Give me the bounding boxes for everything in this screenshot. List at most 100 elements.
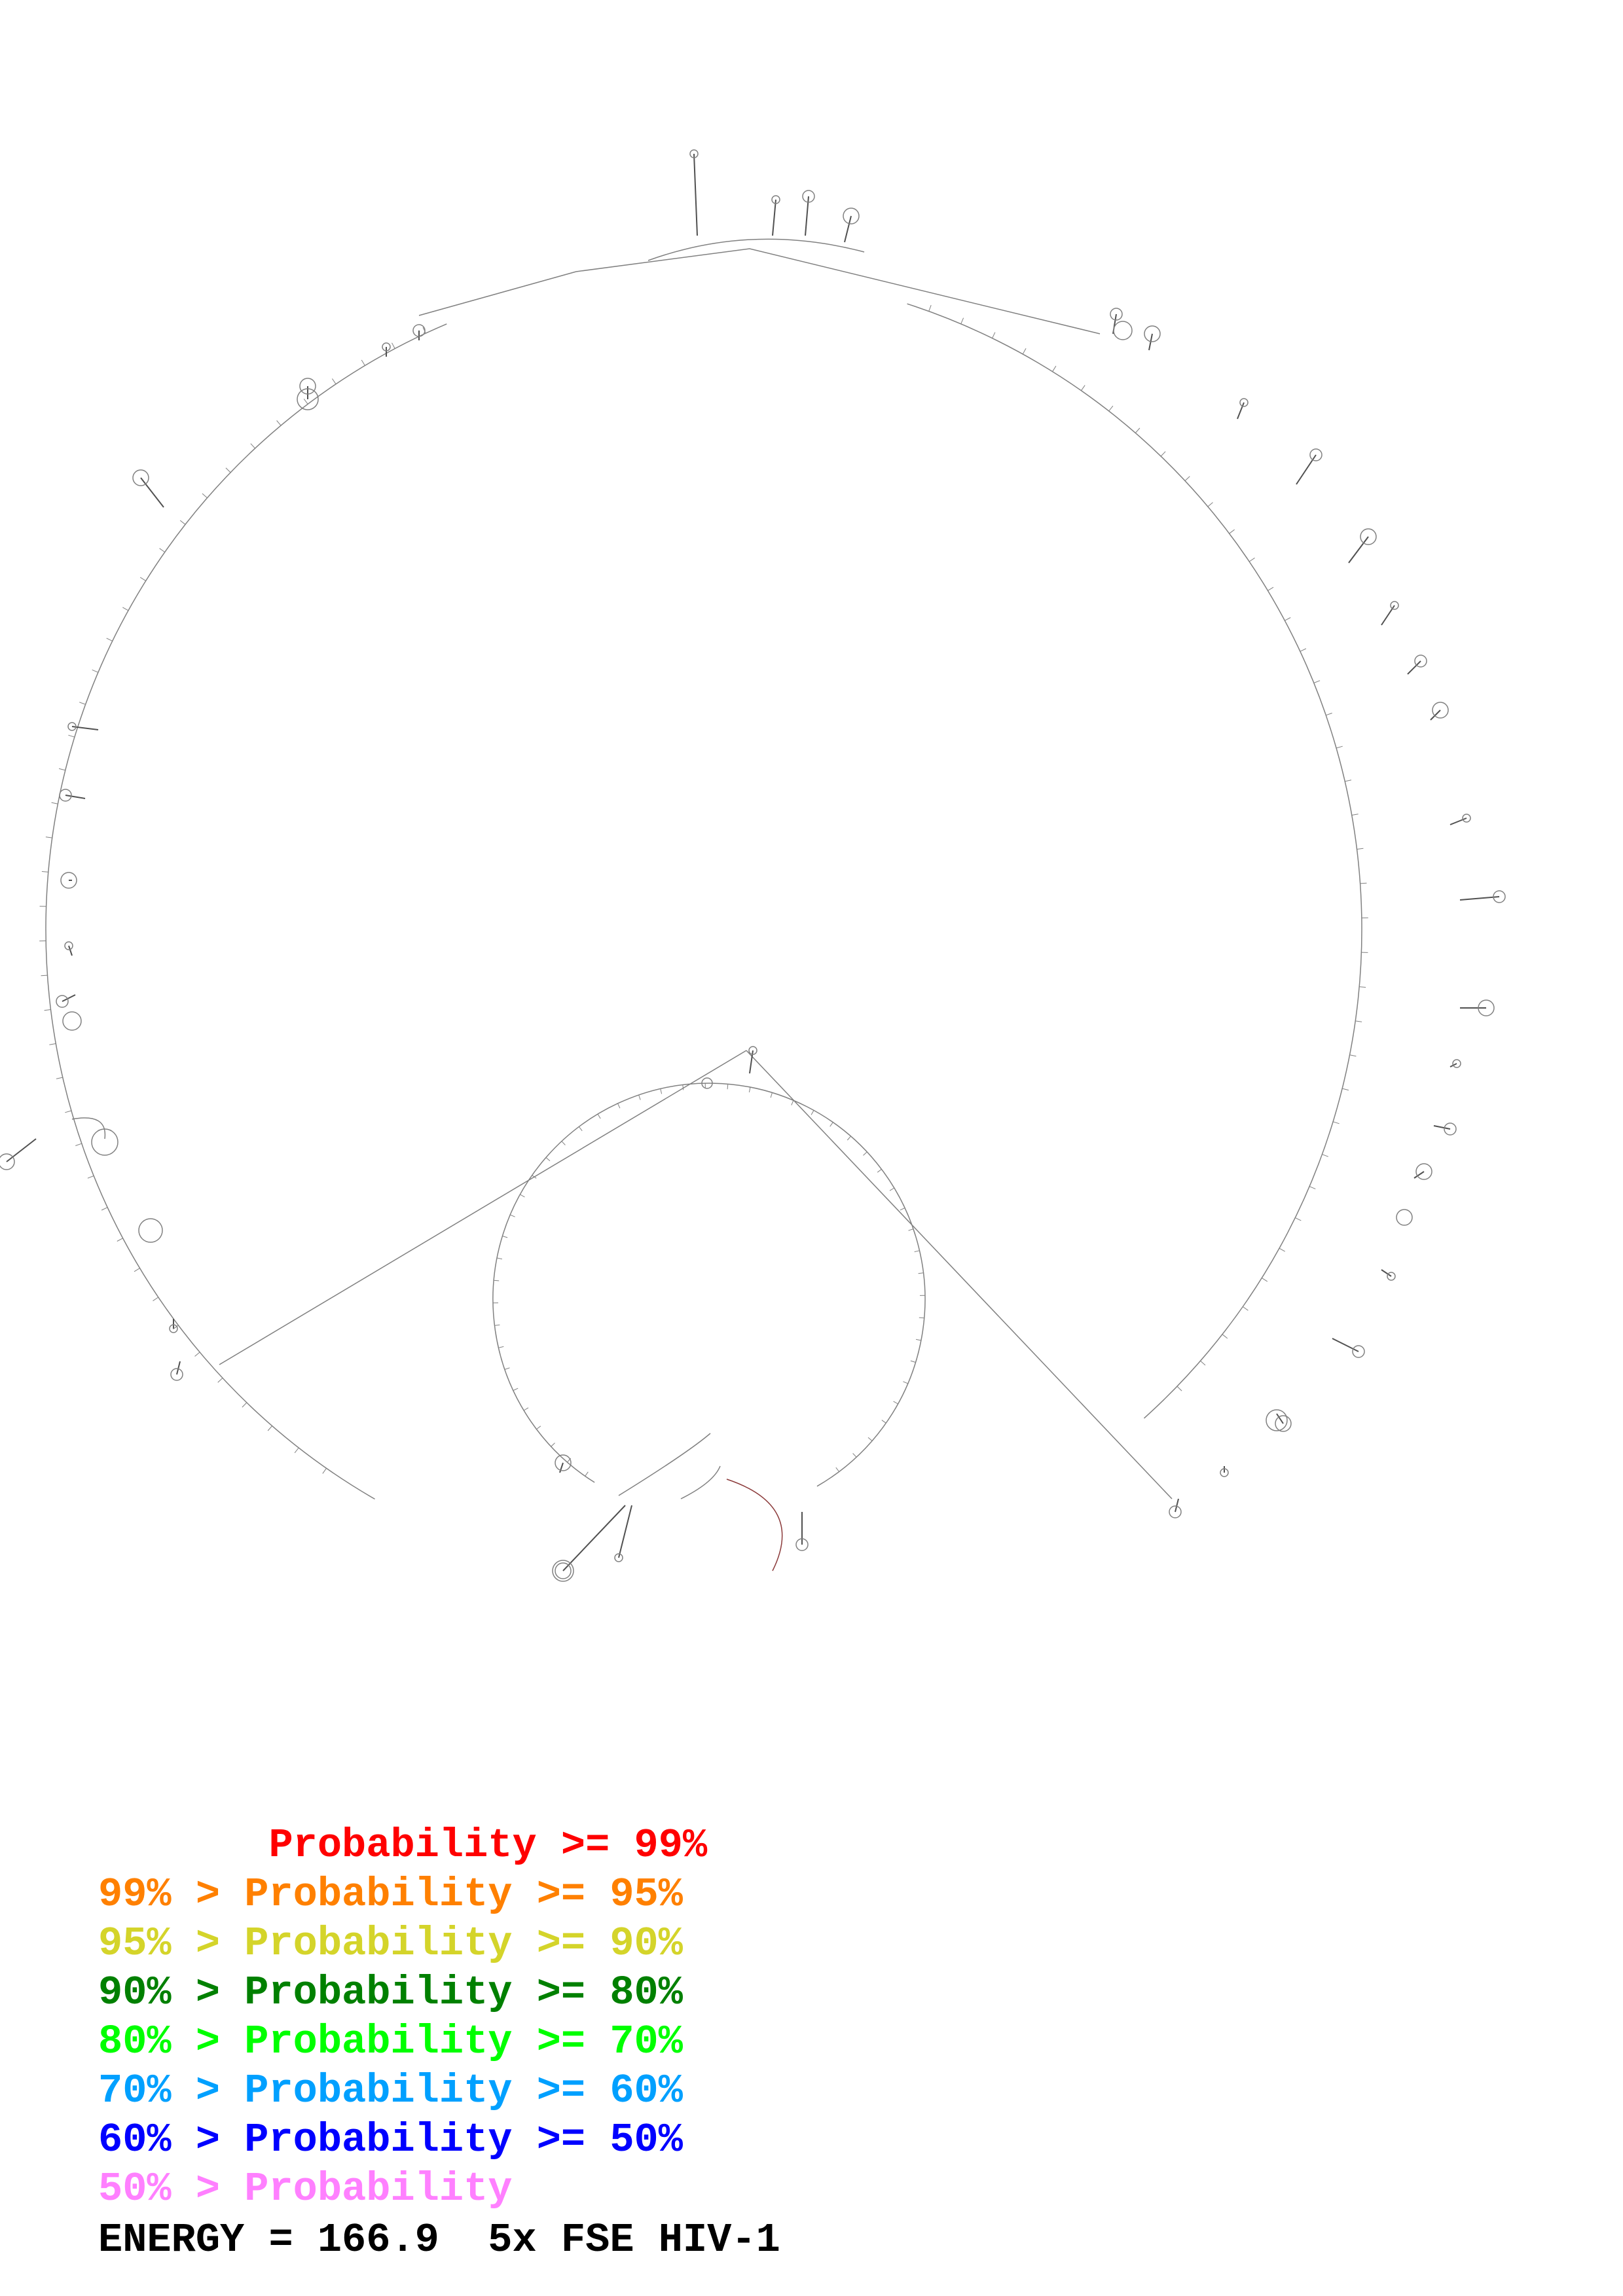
nucleotide-tick (49, 1043, 56, 1045)
top-connector-line (575, 248, 1101, 334)
nucleotide-tick (597, 1113, 601, 1119)
stem-line (1381, 1269, 1392, 1277)
hairpin-loop (1110, 308, 1123, 321)
probability-legend: Probability >= 99% 99% > Probability >= … (98, 1821, 707, 2214)
nucleotide-tick (682, 1085, 684, 1090)
nucleotide-tick (770, 1092, 773, 1098)
center-connector-right (746, 1050, 1173, 1499)
nucleotide-tick (811, 1110, 814, 1115)
stem-line (65, 795, 86, 799)
nucleotide-tick (1341, 1088, 1349, 1091)
nucleotide-tick (1322, 1154, 1328, 1157)
hairpin-loop (1414, 655, 1427, 668)
nucleotide-tick (68, 734, 75, 738)
nucleotide-tick (79, 702, 86, 705)
nucleotide-tick (523, 1407, 529, 1411)
legend-row-95-99: 99% > Probability >= 95% (98, 1871, 683, 1918)
nucleotide-tick (727, 1084, 729, 1090)
nucleotide-tick (579, 1126, 583, 1132)
hairpin-loop (59, 789, 72, 802)
nucleotide-tick (322, 1467, 327, 1474)
stem-line (1459, 896, 1500, 901)
nucleotide-tick (294, 1447, 299, 1454)
nucleotide-tick (1222, 1334, 1228, 1339)
hairpin-loop (795, 1538, 809, 1551)
stem-line (559, 1462, 564, 1473)
nucleotide-tick (504, 1367, 510, 1370)
nucleotide-tick (915, 1338, 922, 1341)
nucleotide-tick (1249, 557, 1255, 562)
nucleotide-tick (585, 1471, 589, 1477)
inner-bottom-line-1 (618, 1433, 711, 1496)
stem-line (1332, 1338, 1359, 1352)
nucleotide-tick (1309, 1186, 1316, 1190)
nucleotide-tick (92, 669, 99, 673)
nucleotide-tick (267, 1426, 273, 1431)
stem-line (1413, 1171, 1425, 1179)
hairpin-loop (1239, 398, 1249, 407)
nucleotide-tick (422, 327, 426, 334)
stem-line (6, 1138, 37, 1162)
nucleotide-tick (510, 1214, 515, 1217)
hairpin-loop (1352, 1345, 1365, 1358)
internal-loop (1266, 1409, 1288, 1431)
inner-bottom-line-2 (680, 1465, 721, 1499)
inner-loop-arc (492, 1083, 926, 1487)
hairpin-loop (689, 149, 699, 158)
nucleotide-tick (242, 1402, 247, 1408)
stem-line (1407, 660, 1421, 675)
legend-row-50-60: 60% > Probability >= 50% (98, 2117, 683, 2163)
stem-line (1450, 817, 1467, 825)
nucleotide-tick (830, 1122, 833, 1127)
nucleotide-tick (153, 1297, 159, 1302)
nucleotide-tick (1080, 385, 1085, 391)
nucleotide-tick (520, 1194, 525, 1198)
stem-line (1175, 1498, 1179, 1513)
nucleotide-tick (1326, 713, 1332, 716)
stem-line (618, 1505, 632, 1558)
hairpin-loop (555, 1562, 572, 1579)
stem-line (844, 215, 852, 243)
upper-left-connector-line (418, 271, 577, 316)
internal-loop (91, 1128, 119, 1156)
nucleotide-tick (45, 836, 52, 838)
stem-line (140, 477, 164, 508)
nucleotide-tick (276, 420, 282, 426)
hairpin-loop (1169, 1505, 1182, 1518)
nucleotide-tick (1262, 1278, 1268, 1282)
nucleotide-tick (1359, 986, 1366, 988)
outer-loop-arc-left (45, 704, 375, 1500)
legend-row-ge-99: Probability >= 99% (98, 1822, 708, 1869)
hairpin-loop (1432, 702, 1449, 719)
nucleotide-tick (202, 493, 208, 499)
legend-row-60-70: 70% > Probability >= 60% (98, 2068, 683, 2114)
stem-line (176, 1361, 181, 1375)
nucleotide-tick (117, 1238, 123, 1242)
hairpin-loop (1452, 1059, 1461, 1068)
nucleotide-tick (225, 467, 231, 473)
nucleotide-tick (392, 342, 395, 349)
hairpin-loop (132, 469, 149, 486)
stem-line (1433, 1125, 1451, 1130)
nucleotide-tick (56, 1077, 63, 1079)
nucleotide-tick (1349, 1054, 1357, 1057)
internal-loop (701, 1077, 713, 1089)
hairpin-loop (1360, 528, 1377, 545)
nucleotide-tick (106, 637, 113, 641)
stem-line (62, 994, 76, 1002)
hairpin-loop (56, 995, 69, 1008)
nucleotide-tick (1160, 451, 1166, 457)
nucleotide-tick (58, 768, 66, 771)
hairpin-loop (1309, 448, 1322, 461)
nucleotide-tick (101, 1207, 108, 1211)
hairpin-loop (170, 1368, 183, 1381)
nucleotide-tick (65, 1110, 72, 1113)
internal-loop (62, 1011, 82, 1031)
nucleotide-tick (139, 577, 146, 581)
nucleotide-tick (889, 1187, 895, 1191)
nucleotide-tick (561, 1141, 566, 1145)
hairpin-loop (1444, 1122, 1457, 1136)
legend-row-80-90: 90% > Probability >= 80% (98, 1969, 683, 2016)
nucleotide-tick (1207, 502, 1213, 507)
stem-line (562, 1505, 626, 1571)
